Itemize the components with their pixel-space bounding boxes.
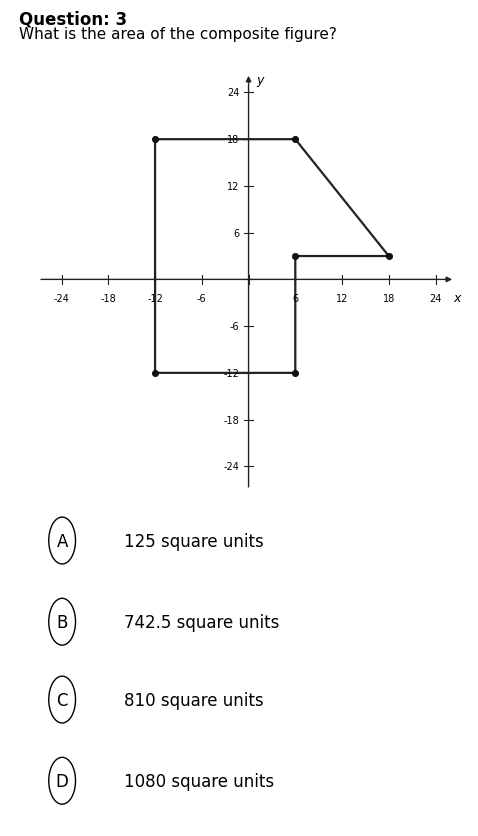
Text: -12: -12 (223, 369, 239, 379)
Text: 12: 12 (336, 294, 348, 304)
Text: 742.5 square units: 742.5 square units (124, 613, 280, 631)
Text: -18: -18 (100, 294, 116, 304)
Text: 125 square units: 125 square units (124, 532, 264, 550)
Text: -24: -24 (223, 461, 239, 472)
Text: -18: -18 (223, 415, 239, 425)
Text: 1080 square units: 1080 square units (124, 772, 274, 790)
Text: Question: 3: Question: 3 (19, 10, 127, 28)
Text: x: x (453, 292, 460, 304)
Text: 18: 18 (227, 135, 239, 145)
Text: -6: -6 (229, 322, 239, 332)
Text: -6: -6 (197, 294, 206, 304)
Text: 18: 18 (383, 294, 395, 304)
Text: 24: 24 (227, 89, 239, 99)
Text: 24: 24 (429, 294, 442, 304)
Text: -24: -24 (54, 294, 69, 304)
Text: D: D (56, 772, 68, 790)
Text: 6: 6 (292, 294, 298, 304)
Text: B: B (56, 613, 68, 631)
Text: 6: 6 (233, 228, 239, 238)
Text: y: y (256, 74, 264, 87)
Text: -12: -12 (147, 294, 163, 304)
Text: What is the area of the composite figure?: What is the area of the composite figure… (19, 27, 337, 42)
Text: A: A (56, 532, 68, 550)
Text: 12: 12 (227, 181, 239, 191)
Text: 810 square units: 810 square units (124, 691, 264, 709)
Text: C: C (56, 691, 68, 709)
